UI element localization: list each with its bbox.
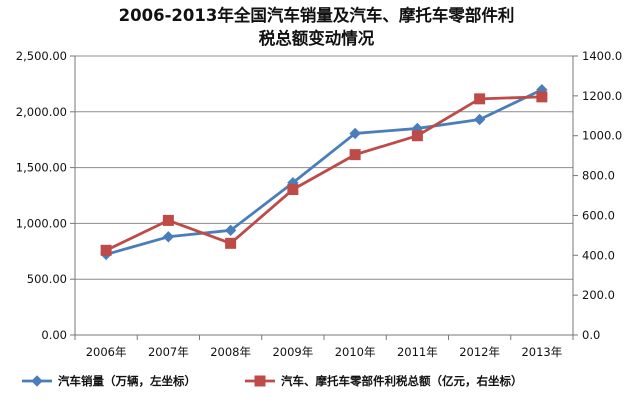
series-point-diamond bbox=[473, 113, 486, 126]
series-point-square bbox=[474, 93, 486, 105]
legend-label: 汽车、摩托车零部件利税总额（亿元，右坐标） bbox=[281, 374, 523, 388]
chart-title-line-2: 税总额变动情况 bbox=[258, 29, 375, 48]
x-axis-tick-label: 2006年 bbox=[86, 345, 127, 359]
series-point-square bbox=[100, 244, 112, 256]
right-axis-tick-label: 400.0 bbox=[582, 248, 615, 262]
series-point-square bbox=[536, 91, 548, 103]
left-axis-tick-label: 0.00 bbox=[41, 328, 67, 342]
series-point-square bbox=[349, 149, 361, 161]
axes: 0.00 500.00 1,000.00 1,500.00 2,000.00 2,500.… bbox=[16, 49, 622, 359]
x-axis-tick-label: 2007年 bbox=[148, 345, 189, 359]
x-axis-tick-label: 2010年 bbox=[335, 345, 376, 359]
series-point-square bbox=[162, 214, 174, 226]
series-point-square bbox=[411, 130, 423, 142]
series-point-diamond bbox=[31, 375, 43, 387]
x-axis-tick-label: 2009年 bbox=[272, 345, 313, 359]
series-group bbox=[100, 91, 548, 256]
chart-title: 2006-2013年全国汽车销量及汽车、摩托车零部件利 税总额变动情况 bbox=[0, 4, 633, 50]
series-point-square bbox=[254, 375, 266, 387]
legend: 汽车销量（万辆，左坐标） 汽车、摩托车零部件利税总额（亿元，右坐标） bbox=[22, 374, 523, 388]
left-axis-tick-label: 2,000.00 bbox=[16, 105, 67, 119]
series-line bbox=[105, 88, 543, 256]
right-axis-tick-label: 600.0 bbox=[582, 208, 615, 222]
left-axis-tick-label: 2,500.00 bbox=[16, 49, 67, 63]
right-axis-tick-label: 1400.0 bbox=[582, 49, 622, 63]
series-layer bbox=[100, 83, 548, 261]
legend-label: 汽车销量（万辆，左坐标） bbox=[58, 374, 196, 388]
left-axis-tick-label: 1,500.00 bbox=[16, 161, 67, 175]
gridlines bbox=[75, 55, 573, 280]
series-point-square bbox=[287, 184, 299, 196]
right-axis-tick-label: 800.0 bbox=[582, 169, 615, 183]
x-axis-tick-label: 2008年 bbox=[210, 345, 251, 359]
series-line bbox=[105, 95, 542, 252]
series-point-diamond bbox=[224, 224, 237, 237]
chart-title-line-1: 2006-2013年全国汽车销量及汽车、摩托车零部件利 bbox=[118, 6, 515, 25]
series-point-diamond bbox=[349, 127, 361, 140]
x-axis-tick-label: 2011年 bbox=[397, 345, 438, 359]
right-axis-tick-label: 1000.0 bbox=[582, 129, 622, 143]
series-point-diamond bbox=[162, 231, 175, 243]
series-point-square bbox=[225, 237, 237, 249]
left-axis-tick-label: 500.00 bbox=[27, 272, 67, 286]
x-axis-tick-label: 2012年 bbox=[459, 345, 500, 359]
left-axis-tick-label: 1,000.00 bbox=[16, 216, 67, 230]
x-axis-tick-label: 2013年 bbox=[521, 345, 562, 359]
right-axis-tick-label: 0.0 bbox=[582, 328, 600, 342]
right-axis-tick-label: 1200.0 bbox=[582, 89, 622, 103]
right-axis-tick-label: 200.0 bbox=[582, 288, 615, 302]
